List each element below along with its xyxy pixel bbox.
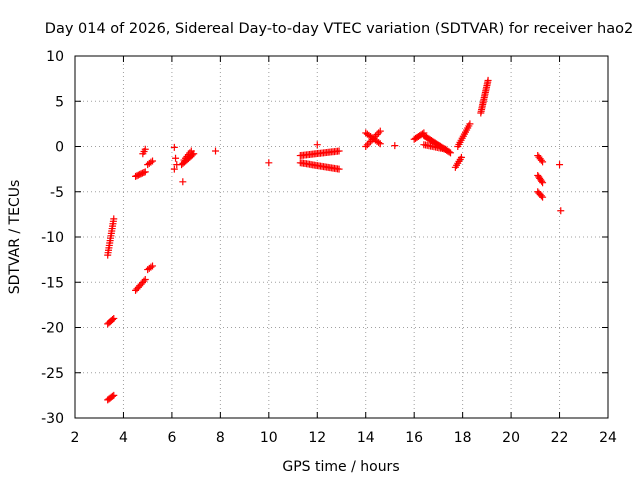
x-tick-label: 16	[405, 430, 423, 446]
data-point	[556, 161, 564, 169]
y-tick-label: -20	[41, 321, 64, 337]
data-point	[466, 120, 474, 128]
data-point	[375, 139, 383, 147]
data-point	[140, 168, 148, 176]
data-point	[375, 129, 383, 137]
data-point	[170, 143, 178, 151]
data-point	[147, 158, 155, 166]
data-point	[187, 147, 195, 155]
x-tick-label: 10	[260, 430, 278, 446]
data-point	[539, 193, 547, 201]
data-point	[537, 192, 545, 200]
data-point	[173, 161, 181, 169]
y-tick-label: 5	[55, 94, 64, 110]
data-point	[179, 178, 187, 186]
data-point	[537, 156, 545, 164]
y-tick-label: -10	[41, 230, 64, 246]
x-tick-label: 6	[167, 430, 176, 446]
data-point	[147, 263, 155, 271]
x-tick-label: 8	[216, 430, 225, 446]
data-point	[376, 127, 384, 135]
data-point	[140, 277, 148, 285]
data-point	[109, 316, 117, 324]
data-points	[104, 76, 565, 404]
x-tick-label: 24	[599, 430, 617, 446]
data-point	[172, 154, 180, 162]
data-point	[445, 148, 453, 156]
y-tick-label: 0	[55, 140, 64, 156]
data-point	[376, 140, 384, 148]
data-point	[362, 143, 370, 150]
x-tick-label: 20	[502, 430, 520, 446]
data-point	[141, 276, 149, 284]
x-tick-label: 4	[119, 430, 128, 446]
x-tick-label: 22	[551, 430, 569, 446]
data-point	[149, 262, 157, 270]
data-point	[141, 145, 149, 153]
data-point	[212, 147, 220, 155]
data-point	[141, 168, 149, 176]
y-tick-label: -15	[41, 275, 64, 291]
y-tick-label: -5	[50, 185, 64, 201]
y-tick-label: -30	[41, 411, 64, 427]
data-point	[391, 142, 399, 150]
data-point	[557, 207, 565, 215]
y-tick-label: -25	[41, 366, 64, 382]
data-point	[363, 141, 371, 149]
chart-title: Day 014 of 2026, Sidereal Day-to-day VTE…	[45, 21, 633, 37]
x-tick-label: 2	[71, 430, 80, 446]
data-point	[335, 147, 343, 155]
data-point	[149, 157, 157, 165]
data-point	[373, 131, 381, 139]
x-tick-label: 18	[454, 430, 472, 446]
data-point	[442, 145, 450, 153]
data-point	[110, 391, 118, 399]
grid	[75, 56, 608, 418]
data-point	[457, 153, 465, 161]
ticks: 2 4 6 8 10 12 14 16 18 20 22 24-30-25-20-15-10-5051…	[41, 49, 617, 446]
y-axis-label: SDTVAR / TECUs	[7, 180, 23, 295]
data-point	[538, 177, 546, 185]
data-point	[170, 165, 178, 173]
data-point	[110, 215, 118, 223]
data-point	[335, 165, 343, 173]
data-point	[109, 392, 117, 400]
data-point	[365, 139, 373, 147]
data-point	[484, 76, 492, 84]
data-point	[539, 179, 547, 187]
y-tick-label: 10	[46, 49, 64, 65]
x-tick-label: 12	[308, 430, 326, 446]
data-point	[539, 158, 547, 166]
plot-frame	[74, 55, 609, 419]
data-point	[265, 159, 273, 167]
data-point	[110, 314, 118, 322]
x-axis-label: GPS time / hours	[282, 459, 399, 475]
data-point	[313, 141, 321, 149]
data-point	[447, 149, 455, 157]
x-tick-label: 14	[357, 430, 375, 446]
